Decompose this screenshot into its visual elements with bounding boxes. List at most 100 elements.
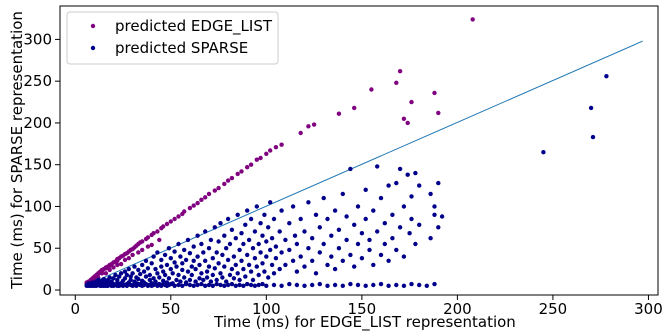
sparse-point — [197, 262, 202, 268]
sparse-point — [183, 257, 189, 263]
sparse-point — [336, 246, 342, 251]
sparse-point — [113, 272, 118, 278]
sparse-point — [432, 281, 437, 287]
sparse-point — [378, 195, 384, 201]
sparse-point — [208, 237, 214, 243]
sparse-point — [252, 283, 258, 288]
sparse-point — [117, 274, 122, 279]
edge-list-point — [397, 69, 403, 74]
sparse-point — [174, 264, 179, 269]
sparse-point — [222, 264, 227, 269]
sparse-point — [136, 276, 141, 282]
sparse-point — [283, 237, 288, 243]
y-tick-label: 200 — [23, 114, 52, 132]
sparse-point — [168, 256, 173, 261]
sparse-point — [355, 204, 361, 209]
sparse-point — [147, 272, 152, 278]
sparse-point — [321, 241, 326, 247]
sparse-point — [246, 262, 252, 268]
edge-list-point — [268, 148, 273, 153]
x-tick-label: 50 — [161, 300, 180, 318]
sparse-point — [195, 254, 200, 259]
edge-list-point — [151, 231, 156, 236]
sparse-point — [273, 256, 279, 261]
sparse-point — [187, 251, 193, 256]
sparse-point — [153, 266, 158, 272]
sparse-point — [164, 262, 170, 268]
sparse-point — [287, 281, 292, 287]
edge-list-point — [149, 242, 154, 248]
sparse-point — [128, 277, 133, 283]
sparse-point — [245, 281, 250, 287]
sparse-point — [241, 266, 246, 272]
sparse-point — [214, 281, 219, 287]
edge-list-point — [155, 229, 160, 234]
sparse-point — [229, 281, 235, 287]
legend-marker-edge-list — [90, 23, 96, 29]
sparse-point — [239, 258, 244, 263]
sparse-point — [409, 194, 414, 199]
sparse-point — [254, 264, 259, 269]
sparse-point — [166, 276, 172, 281]
sparse-point — [241, 241, 246, 247]
edge-list-point — [279, 142, 284, 147]
sparse-point — [140, 262, 145, 268]
edge-list-point — [164, 221, 170, 227]
sparse-point — [317, 225, 322, 230]
sparse-point — [424, 283, 429, 288]
sparse-point — [321, 195, 326, 201]
sparse-point — [229, 266, 235, 272]
sparse-point — [201, 250, 206, 255]
sparse-point — [122, 269, 128, 274]
sparse-point — [332, 282, 338, 288]
sparse-point — [159, 257, 164, 263]
plot-frame — [59, 5, 659, 296]
sparse-point — [352, 222, 357, 227]
sparse-point — [348, 166, 353, 172]
legend: predicted EDGE_LIST predicted SPARSE — [66, 11, 279, 65]
sparse-point — [269, 236, 275, 241]
sparse-point — [220, 252, 225, 258]
legend-marker-sparse — [90, 45, 96, 51]
edge-list-point — [145, 244, 151, 249]
sparse-point — [344, 237, 349, 243]
sparse-point — [371, 262, 376, 268]
legend-label-sparse: predicted SPARSE — [115, 39, 248, 57]
sparse-point — [279, 208, 284, 213]
sparse-point — [162, 252, 168, 258]
sparse-point — [363, 283, 368, 288]
sparse-point — [397, 225, 403, 230]
sparse-point — [203, 283, 208, 288]
sparse-point — [604, 74, 609, 79]
sparse-point — [401, 204, 407, 209]
sparse-point — [176, 282, 181, 288]
sparse-point — [161, 269, 166, 274]
sparse-point — [126, 266, 131, 272]
sparse-point — [235, 271, 240, 276]
sparse-point — [136, 267, 141, 273]
sparse-point — [141, 269, 147, 274]
y-tick-label: 0 — [42, 281, 52, 299]
sparse-point — [214, 277, 219, 283]
edge-list-point — [245, 165, 250, 170]
sparse-point — [332, 266, 338, 272]
sparse-point — [439, 214, 445, 219]
sparse-point — [332, 208, 338, 213]
edge-list-point — [298, 130, 303, 136]
sparse-point — [201, 277, 206, 283]
sparse-point — [287, 247, 292, 253]
sparse-point — [394, 180, 399, 186]
sparse-point — [264, 239, 269, 244]
x-tick-label: 300 — [634, 300, 662, 318]
sparse-point — [428, 191, 433, 197]
sparse-point — [283, 262, 288, 268]
sparse-point — [118, 271, 124, 276]
sparse-point — [355, 282, 361, 288]
sparse-point — [277, 266, 282, 272]
edge-list-point — [107, 267, 112, 273]
sparse-point — [235, 212, 240, 217]
sparse-point — [401, 283, 407, 288]
sparse-point — [212, 266, 217, 271]
edge-list-point — [470, 17, 475, 22]
